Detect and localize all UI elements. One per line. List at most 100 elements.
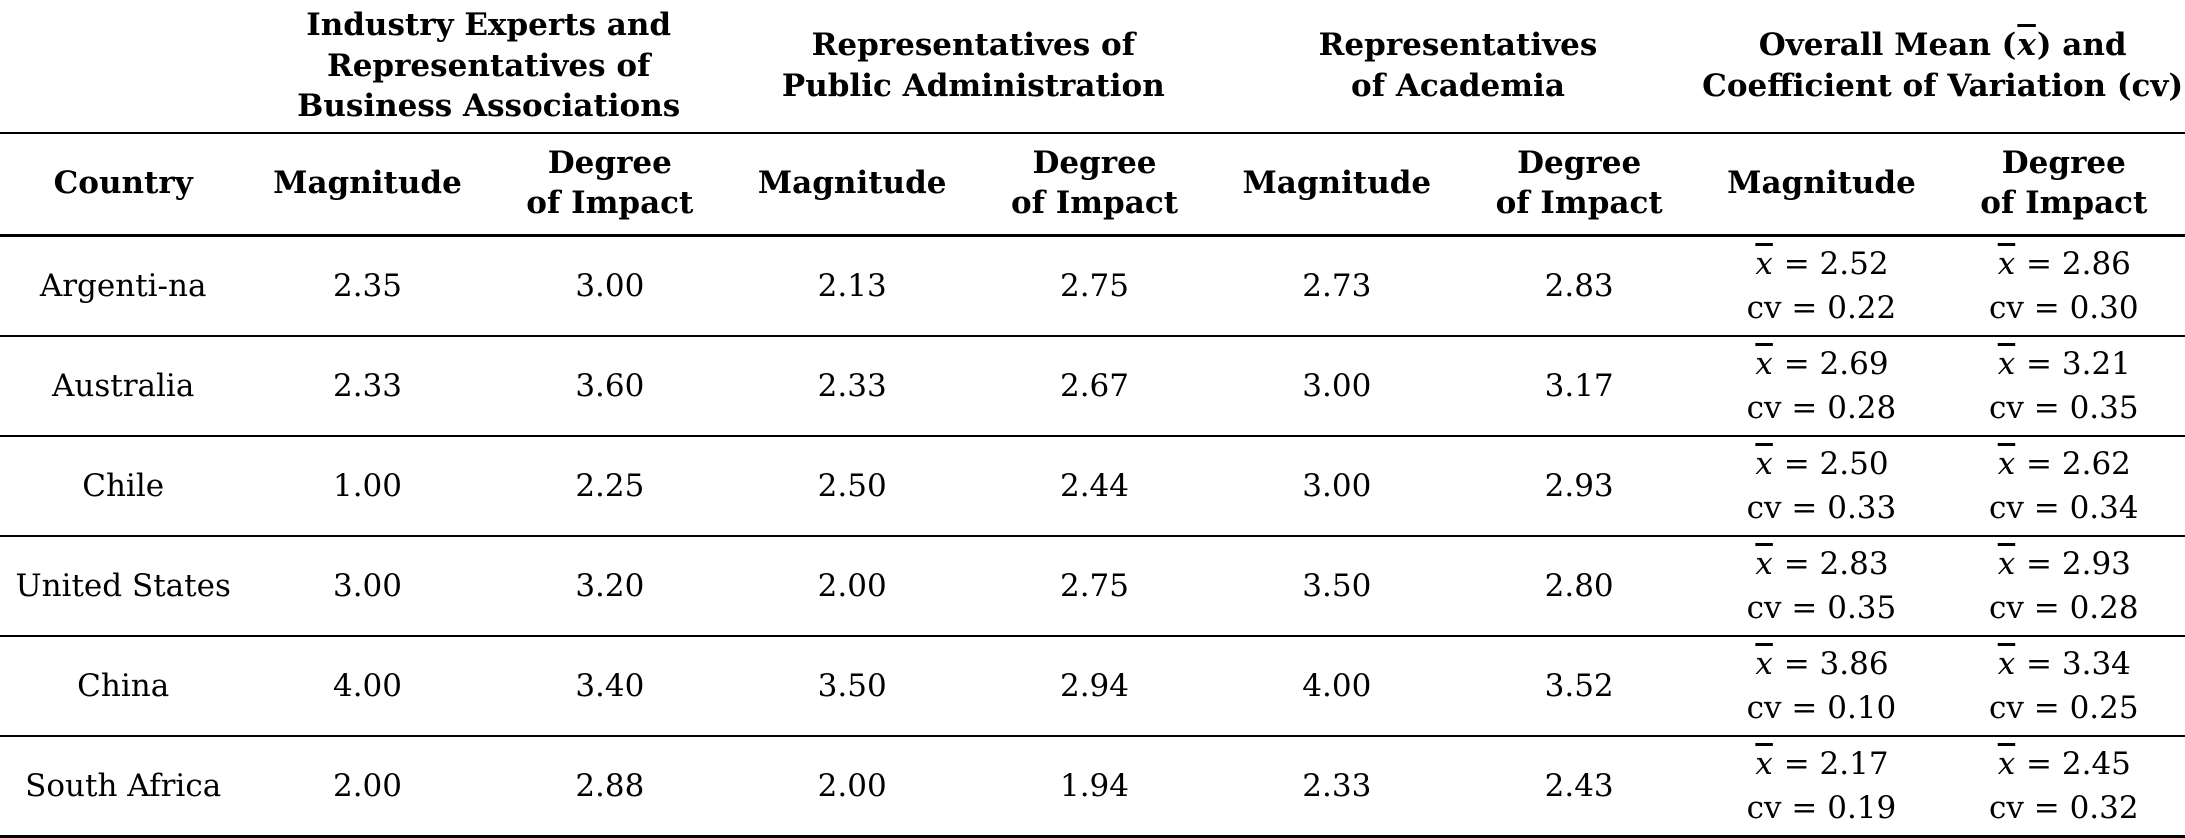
overall-degree-cv: cv = 0.25	[1989, 690, 2139, 726]
overall-degree-cv: cv = 0.34	[1989, 490, 2139, 526]
group-header-row: Industry Experts and Representatives of …	[0, 0, 2185, 134]
academia-magnitude-cell: 4.00	[1215, 636, 1458, 737]
group-header-line: Public Administration	[781, 68, 1165, 104]
industry-degree-cell: 2.88	[488, 736, 731, 838]
overall-magnitude-mean: x = 2.50	[1755, 445, 1889, 482]
academia-degree-cell: 2.83	[1457, 235, 1701, 337]
group-header-overall-mean-cv: Overall Mean (x) and Coefficient of Vari…	[1700, 0, 2185, 134]
overall-degree-cv: cv = 0.32	[1989, 790, 2139, 826]
group-header-industry-experts: Industry Experts and Representatives of …	[246, 0, 731, 134]
industry-magnitude-cell: 3.00	[246, 536, 489, 637]
public-degree-cell: 1.94	[973, 736, 1216, 838]
column-header-line: of Impact	[1980, 185, 2148, 221]
overall-degree-mean: x = 2.62	[1997, 445, 2131, 482]
overall-degree-cv: cv = 0.30	[1989, 290, 2139, 326]
academia-magnitude-cell: 3.50	[1215, 536, 1458, 637]
overall-degree-mean: x = 2.93	[1997, 545, 2131, 582]
public-degree-cell: 2.67	[973, 336, 1216, 437]
industry-degree-cell: 3.00	[488, 235, 731, 337]
group-header-line: Industry Experts and	[306, 6, 672, 43]
group-header-academia: Representatives of Academia	[1215, 0, 1701, 134]
overall-magnitude-cv: cv = 0.22	[1746, 290, 1897, 326]
overall-magnitude-cv: cv = 0.19	[1746, 790, 1897, 826]
overall-degree-cell: x = 3.21 cv = 0.35	[1942, 336, 2185, 437]
public-magnitude-cell: 3.50	[731, 636, 974, 737]
country-cell: South Africa	[0, 736, 247, 838]
public-degree-cell: 2.44	[973, 436, 1216, 537]
overall-degree-cell: x = 2.86 cv = 0.30	[1942, 235, 2185, 337]
country-cell: Chile	[0, 436, 247, 537]
industry-degree-cell: 3.40	[488, 636, 731, 737]
industry-degree-cell: 3.20	[488, 536, 731, 637]
industry-degree-cell: 3.60	[488, 336, 731, 437]
column-header-degree-public: Degree of Impact	[973, 133, 1216, 237]
academia-degree-cell: 3.52	[1457, 636, 1701, 737]
group-header-line: of Academia	[1351, 68, 1565, 104]
overall-degree-cell: x = 2.62 cv = 0.34	[1942, 436, 2185, 537]
country-cell: Australia	[0, 336, 247, 437]
table-row: Australia 2.33 3.60 2.33 2.67 3.00 3.17 …	[0, 336, 2185, 437]
academia-degree-cell: 2.93	[1457, 436, 1701, 537]
group-header-public-administration: Representatives of Public Administration	[731, 0, 1216, 134]
academia-degree-cell: 3.17	[1457, 336, 1701, 437]
country-cell: Argenti-na	[0, 235, 247, 337]
overall-magnitude-cell: x = 2.50 cv = 0.33	[1700, 436, 1943, 537]
overall-magnitude-cell: x = 2.17 cv = 0.19	[1700, 736, 1943, 838]
column-header-row: Country Magnitude Degree of Impact Magni…	[0, 133, 2185, 237]
public-magnitude-cell: 2.00	[731, 536, 974, 637]
public-degree-cell: 2.75	[973, 536, 1216, 637]
overall-magnitude-cv: cv = 0.28	[1746, 390, 1897, 426]
overall-degree-mean: x = 2.86	[1997, 245, 2131, 282]
industry-magnitude-cell: 1.00	[246, 436, 489, 537]
overall-degree-mean: x = 3.21	[1997, 345, 2131, 382]
public-magnitude-cell: 2.00	[731, 736, 974, 838]
table-row: United States 3.00 3.20 2.00 2.75 3.50 2…	[0, 536, 2185, 637]
academia-degree-cell: 2.80	[1457, 536, 1701, 637]
country-cell: United States	[0, 536, 247, 637]
overall-magnitude-cell: x = 2.69 cv = 0.28	[1700, 336, 1943, 437]
column-header-line: Degree	[1032, 145, 1157, 182]
academia-magnitude-cell: 3.00	[1215, 336, 1458, 437]
industry-magnitude-cell: 2.33	[246, 336, 489, 437]
industry-magnitude-cell: 2.35	[246, 235, 489, 337]
column-header-magnitude-industry: Magnitude	[246, 133, 489, 237]
academia-magnitude-cell: 2.33	[1215, 736, 1458, 838]
column-header-line: of Impact	[1495, 185, 1663, 221]
overall-magnitude-cv: cv = 0.10	[1746, 690, 1897, 726]
overall-degree-mean: x = 3.34	[1997, 645, 2131, 682]
column-header-degree-academia: Degree of Impact	[1457, 133, 1701, 237]
overall-magnitude-cell: x = 2.83 cv = 0.35	[1700, 536, 1943, 637]
table-row: South Africa 2.00 2.88 2.00 1.94 2.33 2.…	[0, 736, 2185, 838]
column-header-line: Degree	[547, 145, 672, 182]
group-header-line: Business Associations	[297, 88, 681, 125]
column-header-line: of Impact	[526, 185, 694, 221]
group-header-spacer	[0, 0, 247, 134]
table-row: Chile 1.00 2.25 2.50 2.44 3.00 2.93 x = …	[0, 436, 2185, 537]
table-body: Argenti-na 2.35 3.00 2.13 2.75 2.73 2.83…	[0, 235, 2185, 838]
overall-degree-mean: x = 2.45	[1997, 745, 2131, 782]
overall-magnitude-mean: x = 2.83	[1755, 545, 1889, 582]
column-header-magnitude-academia: Magnitude	[1215, 133, 1458, 237]
overall-degree-cv: cv = 0.35	[1989, 390, 2139, 426]
group-header-line: Coefficient of Variation (cv)	[1702, 68, 2184, 104]
overall-magnitude-cv: cv = 0.33	[1746, 490, 1897, 526]
academia-magnitude-cell: 3.00	[1215, 436, 1458, 537]
column-header-magnitude-public: Magnitude	[731, 133, 974, 237]
public-degree-cell: 2.75	[973, 235, 1216, 337]
academia-magnitude-cell: 2.73	[1215, 235, 1458, 337]
country-cell: China	[0, 636, 247, 737]
column-header-degree-industry: Degree of Impact	[488, 133, 731, 237]
overall-magnitude-cell: x = 2.52 cv = 0.22	[1700, 235, 1943, 337]
column-header-line: of Impact	[1010, 185, 1179, 221]
overall-degree-cell: x = 2.45 cv = 0.32	[1942, 736, 2185, 838]
public-degree-cell: 2.94	[973, 636, 1216, 737]
industry-magnitude-cell: 4.00	[246, 636, 489, 737]
column-header-line: Degree	[2001, 145, 2126, 182]
group-header-line: Representatives	[1318, 27, 1598, 64]
public-magnitude-cell: 2.33	[731, 336, 974, 437]
column-header-degree-overall: Degree of Impact	[1942, 133, 2185, 237]
table-head: Industry Experts and Representatives of …	[0, 0, 2185, 237]
column-header-magnitude-overall: Magnitude	[1700, 133, 1943, 237]
academia-degree-cell: 2.43	[1457, 736, 1701, 838]
